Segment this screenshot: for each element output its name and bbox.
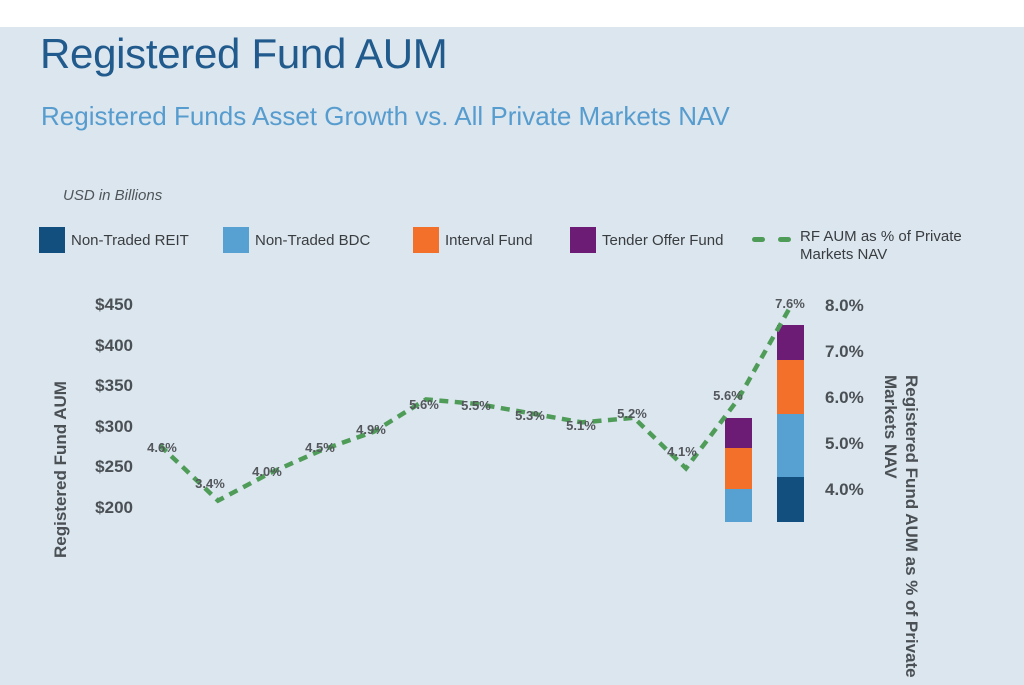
line-data-label: 5.1%	[566, 418, 596, 433]
page-title: Registered Fund AUM	[40, 30, 448, 77]
legend-label-rf-aum-line: RF AUM as % of Private Markets NAV	[800, 228, 962, 263]
dashed-line-icon	[752, 237, 791, 242]
left-axis-tick: $450	[95, 295, 133, 314]
legend-item-non-traded-reit: Non-Traded REIT	[39, 227, 189, 253]
bar-segment	[776, 360, 804, 414]
units-note: USD in Billions	[63, 187, 163, 204]
legend-item-tender-offer-fund: Tender Offer Fund	[570, 227, 723, 253]
legend-label: Interval Fund	[445, 231, 533, 249]
non-traded-reit-swatch-icon	[39, 227, 65, 253]
line-data-label: 4.5%	[305, 440, 335, 455]
line-data-label: 5.5%	[461, 398, 491, 413]
bar-segment	[776, 413, 804, 477]
line-data-label: 4.1%	[667, 444, 697, 459]
rf-aum-pct-line	[158, 306, 792, 504]
left-axis-tick: $400	[95, 335, 133, 355]
page-subtitle: Registered Funds Asset Growth vs. All Pr…	[41, 101, 730, 131]
tender-offer-fund-swatch-icon	[570, 227, 596, 253]
right-axis-tick: 6.0%	[825, 388, 864, 407]
line-data-label: 5.3%	[515, 408, 545, 423]
right-axis-tick: 5.0%	[825, 434, 864, 453]
interval-fund-swatch-icon	[413, 227, 439, 253]
left-axis-tick: $250	[95, 457, 133, 476]
top-bar	[0, 0, 1024, 27]
bar-segment	[776, 325, 804, 361]
line-data-label: 4.6%	[147, 440, 177, 455]
left-axis-tick: $300	[95, 416, 133, 436]
right-axis-tick: 4.0%	[825, 480, 864, 499]
line-data-label: 4.0%	[252, 464, 282, 479]
right-axis-tick: 7.0%	[825, 342, 864, 361]
bar-segment	[724, 417, 752, 449]
legend-label: Tender Offer Fund	[602, 231, 724, 249]
rf-aum-pct-line-layer	[158, 306, 792, 504]
line-data-label: 5.6%	[713, 388, 743, 403]
right-axis-tick: 8.0%	[825, 296, 864, 315]
legend-label: Non-Traded REIT	[71, 231, 189, 249]
legend-item-rf-aum-line	[752, 227, 791, 242]
line-data-label: 5.6%	[409, 397, 439, 412]
bar-segment	[724, 448, 752, 489]
legend-item-non-traded-bdc: Non-Traded BDC	[223, 227, 370, 253]
line-data-label: 4.9%	[356, 422, 386, 437]
line-data-label: 5.2%	[617, 406, 647, 421]
legend-label: Non-Traded BDC	[255, 231, 371, 249]
line-data-label: 3.4%	[195, 476, 225, 491]
line-data-label: 7.6%	[775, 296, 805, 311]
legend-item-interval-fund: Interval Fund	[413, 227, 533, 253]
left-axis-tick: $350	[95, 376, 133, 395]
non-traded-bdc-swatch-icon	[223, 227, 249, 253]
